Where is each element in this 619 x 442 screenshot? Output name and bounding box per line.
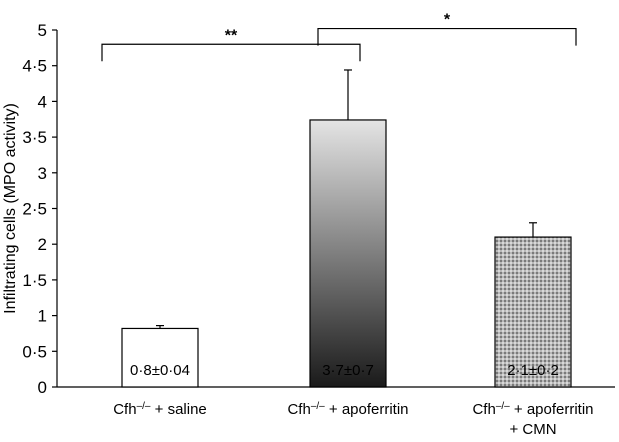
y-tick-label: 1·5 [22, 271, 47, 290]
x-category-label: Cfh–/– + apoferritin [472, 401, 593, 419]
y-tick-label: 2·5 [22, 200, 47, 219]
y-tick-label: 0 [38, 378, 47, 397]
y-tick-label: 3·5 [22, 128, 47, 147]
significance-label: * [444, 12, 451, 29]
y-tick-label: 0·5 [22, 342, 47, 361]
y-axis-title: Infiltrating cells (MPO activity) [2, 103, 19, 314]
y-tick-label: 2 [38, 235, 47, 254]
x-category-label-line2: + CMN [509, 421, 556, 438]
bar-value-label: 3·7±0·7 [322, 362, 374, 379]
bar-value-label: 2·1±0·2 [507, 362, 559, 379]
bar-value-label: 0·8±0·04 [130, 362, 190, 379]
significance-bracket [317, 27, 577, 46]
y-tick-label: 4 [38, 92, 47, 111]
x-category-label: Cfh–/– + apoferritin [287, 401, 408, 419]
bar [121, 327, 199, 388]
y-tick-label: 4·5 [22, 57, 47, 76]
y-tick-label: 5 [38, 21, 47, 40]
x-category-label: Cfh–/– + saline [113, 401, 207, 419]
y-tick-label: 1 [38, 307, 47, 326]
bar [494, 236, 572, 388]
bar [309, 119, 387, 388]
significance-bracket [101, 43, 361, 62]
y-tick-label: 3 [38, 164, 47, 183]
significance-label: ** [225, 27, 238, 44]
